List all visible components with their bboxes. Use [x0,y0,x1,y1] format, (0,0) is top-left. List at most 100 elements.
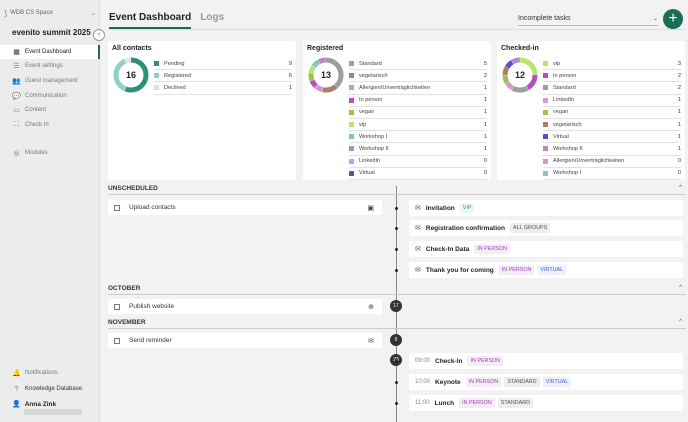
contacts-legend: Pending 9 Registered 6 Declined 1 [154,58,292,95]
legend-row: Workshop I 1 [349,131,487,144]
sidebar-item-label: Notifications [25,370,58,376]
chevron-up-icon[interactable]: ^ [679,185,682,191]
agenda-item[interactable]: 09:00 Check-In IN PERSON [409,353,683,369]
legend-swatch [349,109,354,115]
agenda-time: 11:00 [415,400,430,406]
section-title: OCTOBER [108,285,141,292]
task-label: Send reminder [129,337,172,344]
legend-swatch [349,122,354,128]
legend-count: 1 [677,109,681,116]
legend-swatch [543,109,548,115]
communication-item[interactable]: ✉ Invitation VIP [409,200,683,216]
tab-bar: Event Dashboard Logs [109,12,233,29]
group-badge: IN PERSON [465,377,502,387]
sidebar-item-guest-management[interactable]: 👥 Guest management [0,74,100,88]
sidebar-item-check-in[interactable]: ⛶ Check In [0,118,100,132]
communication-name: Invitation [425,204,455,212]
tabs-divider [109,29,685,30]
donut-segment-workshop-ii [502,57,538,93]
modules-icon: ◎ [13,150,20,157]
group-badge: IN PERSON [459,398,495,408]
legend-label: vegan [359,109,375,116]
donut-svg: 13 [308,57,344,93]
legend-label: Standard [359,60,382,67]
section-title: NOVEMBER [108,319,146,326]
legend-label: vip [553,60,561,67]
contacts-donut-chart: 16 [112,56,150,94]
legend-row: Standard 5 [349,58,487,71]
agenda-time: 10:00 [415,379,431,385]
communication-item[interactable]: ✉ Thank you for coming IN PERSON VIRTUAL [409,262,683,278]
agenda-item[interactable]: 10:00 Keynote IN PERSON STANDARD VIRTUAL [409,374,683,390]
chevron-down-icon[interactable]: ⌄ [90,10,96,17]
sidebar-item-knowledge-database[interactable]: ? Knowledge Database [0,382,100,396]
group-badge: IN PERSON [498,265,535,275]
legend-count: 1 [483,145,487,152]
sidebar-item-notifications[interactable]: 🔔 Notifications [0,366,100,380]
legend-label: Workshop II [553,145,583,152]
space-logo-icon: ⟆ [4,8,8,18]
legend-swatch [543,85,548,91]
legend-count: 1 [288,84,292,91]
group-badge: ALL GROUPS [509,223,551,233]
legend-label: Registered [164,72,192,79]
group-badge: STANDARD [497,398,533,408]
user-profile[interactable]: 👤 Anna Zink [12,400,56,409]
agenda-item[interactable]: 11:00 Lunch IN PERSON STANDARD [409,395,683,411]
legend-row: In person 1 [349,95,487,107]
legend-row: Allergien/Unverträglichkeiten 1 [349,82,487,95]
legend-count: 1 [483,109,487,116]
task-upload-contacts[interactable]: Upload contacts ▣ [108,200,382,215]
registered-legend: Standard 5 vegetarisch 2 Allergien/Unverträg… [349,58,487,180]
sidebar-item-event-settings[interactable]: ☰ Event settings [0,59,100,73]
legend-swatch [349,73,354,79]
legend-label: vegan [553,109,569,116]
legend-row: vegetarisch 1 [543,119,681,132]
scan-icon: ⛶ [14,121,19,128]
legend-label: Workshop II [359,145,389,152]
group-badge: STANDARD [504,377,540,387]
card-title: All contacts [112,45,152,52]
registered-card: Registered 13 Standard 5 vegetarisch 2 Aller… [303,41,491,180]
legend-row: Workshop II 1 [349,143,487,156]
agenda-time: 09:00 [415,358,431,364]
legend-label: Workshop I [359,133,388,140]
donut-total: 12 [515,70,525,80]
task-checkbox[interactable] [114,303,120,310]
group-badge: IN PERSON [467,356,504,366]
legend-label: Virtual [553,133,569,140]
sidebar-item-event-dashboard[interactable]: ▦ Event Dashboard [0,45,100,59]
task-filter-select[interactable]: Incomplete tasks ⌄ [518,12,658,26]
sidebar-item-modules[interactable]: ◎ Modules [0,146,100,160]
legend-label: Allergien/Unverträglichkeiten [553,158,625,165]
task-send-reminder[interactable]: Send reminder ✉ [108,333,382,348]
legend-count: 1 [483,133,487,140]
collapse-sidebar-button[interactable]: ‹ [93,29,105,41]
task-checkbox[interactable] [114,204,120,211]
add-button[interactable]: + [663,9,683,29]
task-publish-website[interactable]: Publish website ⊕ [108,299,382,314]
donut-svg: 12 [502,57,538,93]
chevron-up-icon[interactable]: ^ [679,319,682,325]
communication-item[interactable]: ✉ Registration confirmation ALL GROUPS [409,220,683,236]
tab-event-dashboard[interactable]: Event Dashboard [109,12,192,29]
communication-item[interactable]: ✉ Check-In Data IN PERSON [409,241,683,257]
legend-row: In person 2 [543,70,681,83]
tab-logs[interactable]: Logs [200,12,225,23]
task-checkbox[interactable] [114,337,120,344]
content-icon: ▭ [13,107,20,114]
legend-swatch [543,146,548,152]
chevron-up-icon[interactable]: ^ [679,285,682,291]
sidebar-item-content[interactable]: ▭ Content [0,103,100,117]
legend-label: Standard [553,84,576,91]
space-switcher[interactable]: ⟆ WDB CS Space ⌄ [4,7,96,19]
legend-count: 1 [677,145,681,152]
chevron-down-icon: ⌄ [652,16,658,22]
legend-row: LinkedIn 1 [543,95,681,107]
legend-swatch [349,134,354,140]
communication-name: Registration confirmation [425,224,505,232]
donut-segment-vegan [502,57,538,93]
task-label: Upload contacts [129,204,176,211]
sidebar-item-communication[interactable]: 💬 Communication [0,89,100,103]
communication-name: Thank you for coming [425,266,494,274]
